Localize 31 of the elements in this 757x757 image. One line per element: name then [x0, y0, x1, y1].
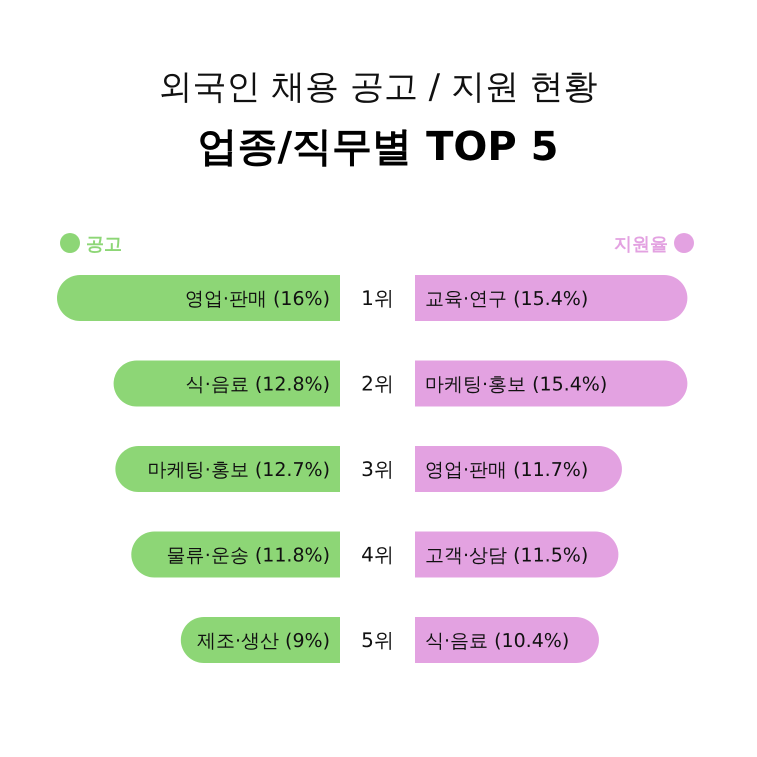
legend: 공고 [60, 233, 122, 255]
bar [115, 446, 340, 492]
bar [415, 275, 688, 321]
data-label: 식·음료 (10.4%) [425, 630, 570, 652]
legend: 지원율 [614, 233, 694, 255]
y-tick-label: 3위 [361, 457, 394, 481]
chart-subtitle: 업종/직무별 TOP 5 [198, 124, 558, 170]
y-tick-label: 4위 [361, 542, 394, 566]
bar [415, 532, 618, 578]
y-tick-label: 5위 [361, 628, 394, 652]
bar [131, 532, 340, 578]
data-label: 식·음료 (12.8%) [186, 374, 330, 396]
bar [415, 360, 688, 406]
y-tick-label: 1위 [361, 286, 394, 310]
data-label: 고객·상담 (11.5%) [425, 544, 588, 566]
chart-title: 외국인 채용 공고 / 지원 현황 [158, 67, 598, 107]
data-label: 제조·생산 (9%) [196, 630, 330, 652]
legend-label: 공고 [86, 234, 122, 255]
bar [180, 617, 340, 663]
data-label: 마케팅·홍보 (15.4%) [425, 374, 608, 396]
data-label: 교육·연구 (15.4%) [425, 288, 588, 310]
data-label: 마케팅·홍보 (12.7%) [148, 459, 330, 481]
bar [57, 275, 340, 321]
bar [114, 360, 340, 406]
bar [415, 617, 599, 663]
data-label: 물류·운송 (11.8%) [166, 544, 330, 566]
data-label: 영업·판매 (11.7%) [425, 459, 588, 481]
legend-label: 지원율 [614, 234, 668, 255]
bar [415, 446, 622, 492]
y-tick-label: 2위 [361, 372, 394, 396]
data-label: 영업·판매 (16%) [184, 288, 330, 310]
